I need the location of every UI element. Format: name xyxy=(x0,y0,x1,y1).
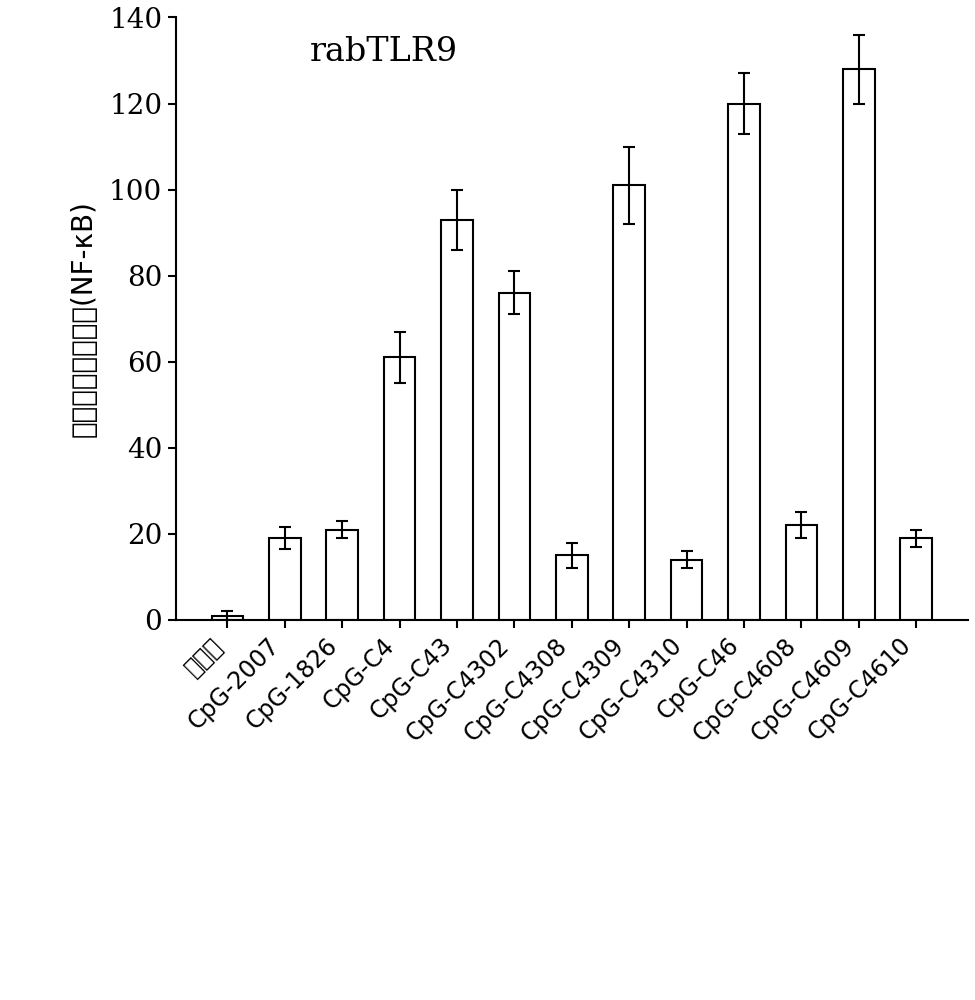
Bar xyxy=(327,530,358,620)
Bar xyxy=(441,220,473,620)
Bar xyxy=(843,69,875,620)
Bar xyxy=(556,555,588,620)
Bar xyxy=(728,104,760,620)
Bar xyxy=(901,538,932,620)
Y-axis label: 相对荧光素酶活性(NF-κB): 相对荧光素酶活性(NF-κB) xyxy=(70,200,98,437)
Bar xyxy=(671,560,702,620)
Bar xyxy=(212,616,243,620)
Bar xyxy=(269,538,300,620)
Bar xyxy=(498,293,530,620)
Text: rabTLR9: rabTLR9 xyxy=(310,36,458,68)
Bar xyxy=(613,185,645,620)
Bar xyxy=(786,525,817,620)
Bar xyxy=(384,357,415,620)
